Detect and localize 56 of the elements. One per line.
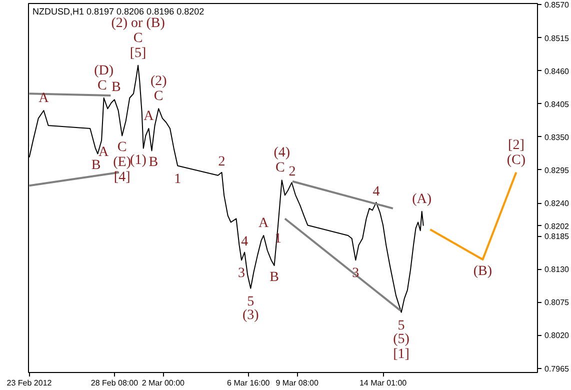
y-tick-label: 0.8295 (544, 166, 570, 175)
annotation: B (91, 158, 101, 174)
annotation: [4] (114, 170, 130, 186)
y-tick-label: 0.8202 (544, 222, 570, 231)
annotation: [5] (130, 46, 146, 61)
annotation: 3 (238, 266, 246, 282)
annotation: 4 (372, 184, 380, 200)
y-tick-label: 0.8460 (544, 66, 570, 76)
y-tick-label: 0.8185 (544, 232, 570, 242)
y-tick-label: 0.8130 (544, 265, 570, 274)
y-tick-label: 0.8350 (544, 132, 570, 142)
y-tick-label: 0.8075 (544, 298, 570, 308)
annotation: B (148, 155, 158, 170)
annotation: C (154, 89, 164, 104)
annotation: B (111, 80, 121, 96)
annotation: C (97, 78, 107, 94)
annotation: 5 (247, 294, 254, 310)
x-tick-label: 9 Mar 08:00 (276, 378, 319, 388)
annotation: (B) (473, 264, 492, 280)
annotation: A (98, 145, 110, 160)
annotation: C (276, 160, 285, 176)
annotation: A (144, 109, 155, 124)
annotation: (5) (393, 332, 410, 347)
y-tick-label: 0.8515 (544, 34, 570, 43)
annotation: (D) (94, 63, 114, 78)
y-tick-label: 0.8570 (544, 0, 570, 10)
annotation: B (270, 270, 279, 286)
annotation: (2) (150, 74, 168, 90)
annotation: [1] (393, 346, 410, 362)
x-tick-label: 14 Mar 01:00 (359, 378, 408, 388)
annotation: A (258, 216, 270, 231)
x-tick-label: 6 Mar 16:00 (227, 378, 270, 388)
x-tick-label: 2 Mar 00:00 (142, 378, 186, 388)
annotation: [2] (508, 138, 524, 153)
annotation: (C) (506, 152, 526, 168)
annotation: 2 (288, 164, 296, 180)
annotation: C (133, 30, 143, 46)
y-tick-label: 0.8020 (544, 331, 570, 340)
x-tick-label: 23 Feb 2012 (6, 378, 52, 388)
annotation: (E) (113, 155, 132, 170)
annotation: (1) (130, 152, 147, 168)
y-tick-label: 0.8240 (544, 199, 570, 208)
annotation: C (117, 140, 127, 156)
annotation: 1 (174, 172, 182, 187)
annotation: (3) (242, 308, 260, 323)
annotation: 2 (218, 154, 226, 170)
annotation: (A) (412, 192, 432, 207)
chart-title: NZDUSD,H1 0.8197 0.8206 0.8196 0.8202 (32, 6, 204, 16)
y-tick-label: 0.7965 (544, 364, 570, 374)
x-tick-label: 28 Feb 08:00 (90, 378, 139, 388)
annotation: 4 (241, 234, 248, 250)
annotation: (2) or (B) (111, 16, 166, 31)
annotation: (4) (274, 146, 290, 161)
y-tick-label: 0.8405 (544, 100, 570, 109)
annotation: A (38, 90, 50, 106)
annotation: 5 (398, 318, 405, 334)
